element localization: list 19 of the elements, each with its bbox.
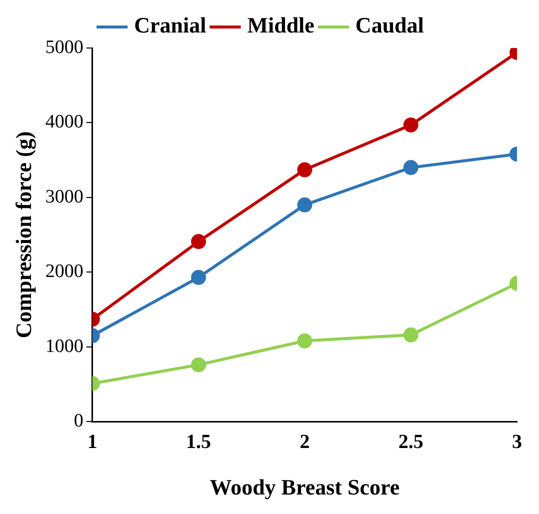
- x-tick-label: 1.5: [186, 430, 212, 453]
- point: [297, 197, 312, 212]
- legend-label: Middle: [247, 12, 315, 38]
- y-axis-title: Compression force (g): [10, 131, 36, 338]
- point: [297, 162, 312, 178]
- legend-label: Caudal: [355, 12, 424, 38]
- y-tick-label: 4000: [45, 112, 84, 133]
- y-tick-label: 1000: [45, 336, 84, 357]
- x-tick-label: 1: [87, 430, 98, 453]
- x-tick-label: 2.5: [398, 430, 424, 453]
- y-tick-label: 3000: [45, 186, 84, 208]
- x-tick-label: 2: [300, 430, 310, 453]
- y-tick-label: 0: [74, 410, 84, 432]
- y-tick-label: 5000: [45, 36, 84, 58]
- x-tick-label: 3: [512, 430, 522, 453]
- x-axis-title: Woody Breast Score: [210, 474, 400, 500]
- y-tick-label: 2000: [45, 261, 84, 282]
- legend-label: Cranial: [134, 12, 206, 38]
- point: [297, 333, 312, 348]
